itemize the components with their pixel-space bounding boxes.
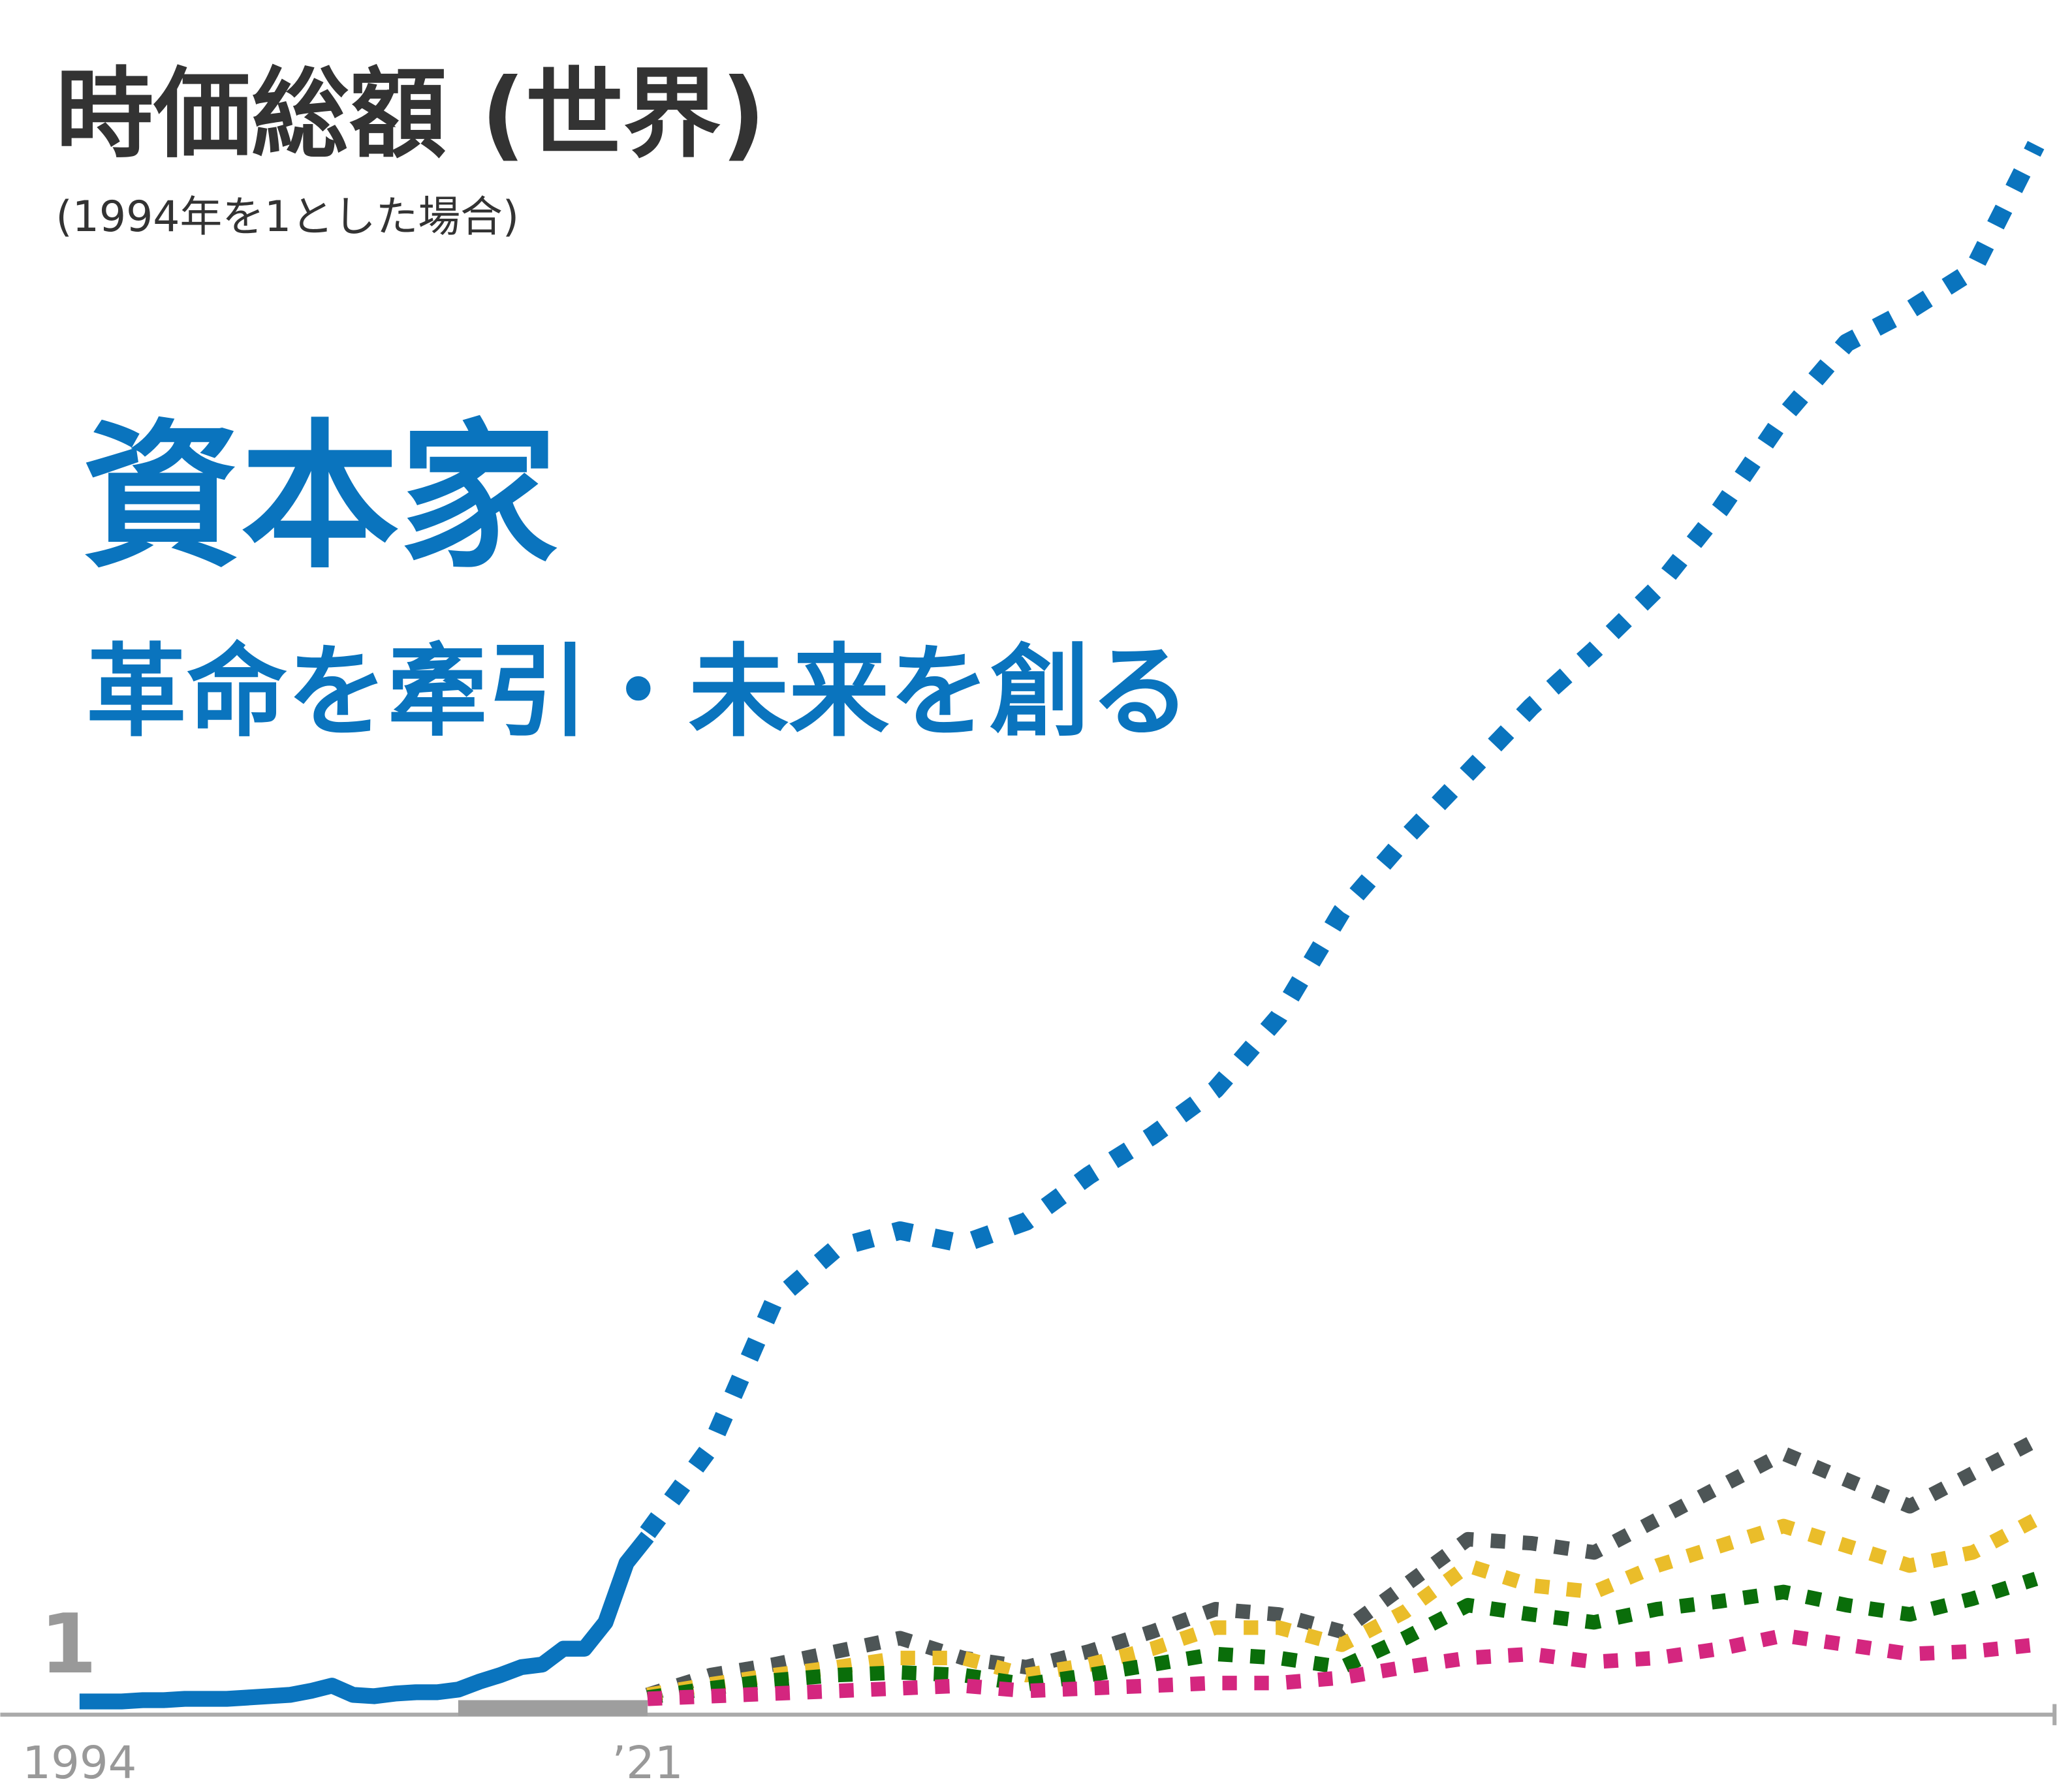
series-line <box>646 1512 2039 1702</box>
x-tick-label: 1994 <box>22 1737 136 1786</box>
headline: 資本家 <box>82 406 557 590</box>
y-tick-label: 1 <box>40 1597 97 1692</box>
chart-subtitle: (1994年を1とした場合) <box>55 193 519 242</box>
tagline: 革命を牽引・未来を創る <box>86 634 1191 751</box>
series-line <box>645 1434 2039 1702</box>
x-tick-label: ’21 <box>612 1737 683 1786</box>
chart-title: 時価総額 (世界) <box>55 58 766 172</box>
series-line <box>79 1531 654 1710</box>
series-line <box>647 1628 2037 1706</box>
series-line <box>640 140 2045 1539</box>
series-line <box>646 1571 2039 1705</box>
